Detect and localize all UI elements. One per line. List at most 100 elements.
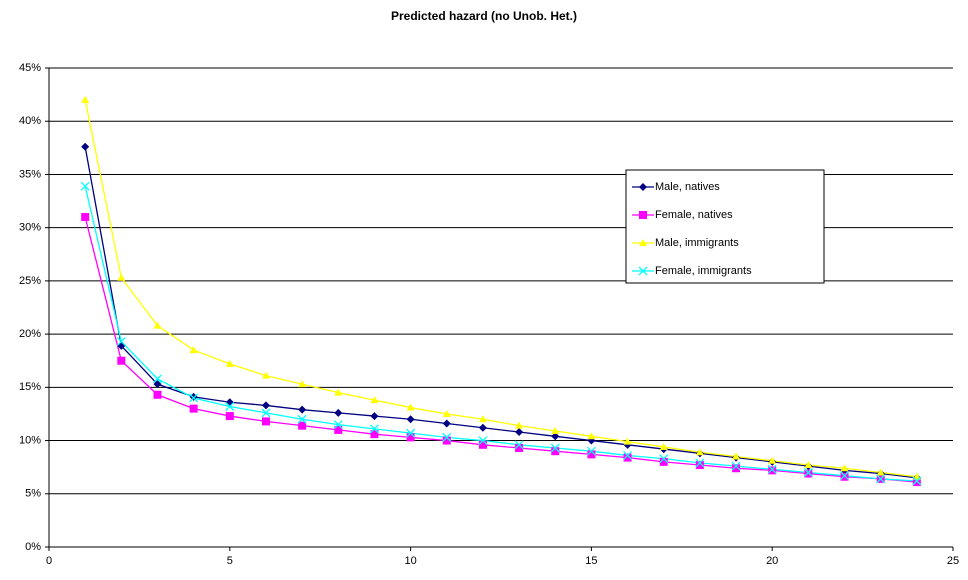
marker	[803, 468, 813, 477]
series-line	[84, 146, 917, 479]
marker	[732, 452, 741, 460]
x-tick-label: 0	[46, 555, 52, 567]
marker	[261, 371, 270, 379]
marker	[81, 213, 90, 222]
marker	[298, 380, 307, 388]
marker	[81, 95, 90, 103]
legend-label: Male, immigrants	[655, 237, 739, 249]
marker	[586, 446, 596, 456]
marker	[695, 461, 704, 470]
marker	[334, 388, 343, 396]
marker	[840, 471, 849, 481]
marker	[370, 396, 379, 404]
marker	[804, 461, 813, 469]
legend-label: Female, immigrants	[655, 265, 752, 277]
legend-marker	[638, 266, 648, 276]
marker	[768, 456, 777, 464]
marker	[261, 408, 271, 418]
series-line	[84, 99, 917, 478]
marker	[551, 432, 560, 441]
y-tick-label: 0%	[25, 541, 41, 553]
marker	[514, 440, 524, 450]
marker	[153, 374, 162, 384]
marker	[370, 430, 379, 439]
x-tick-label: 20	[766, 555, 778, 567]
y-tick-label: 25%	[19, 275, 41, 287]
marker	[442, 432, 452, 442]
marker	[768, 466, 777, 475]
marker	[912, 476, 922, 486]
series-line	[84, 186, 917, 482]
marker	[659, 457, 668, 466]
y-tick-label: 15%	[19, 381, 41, 393]
marker	[406, 403, 415, 411]
marker	[587, 450, 596, 459]
marker	[153, 321, 162, 329]
legend-box	[625, 169, 825, 284]
marker	[333, 420, 343, 430]
marker	[478, 415, 487, 423]
marker	[515, 444, 524, 453]
marker	[478, 436, 488, 446]
marker	[840, 472, 849, 481]
marker	[406, 415, 415, 424]
marker	[189, 346, 198, 354]
marker	[189, 393, 199, 403]
marker	[912, 472, 921, 480]
marker	[623, 437, 632, 445]
marker	[189, 404, 198, 413]
marker	[297, 414, 307, 424]
chart-title: Predicted hazard (no Unob. Het.)	[391, 9, 577, 23]
y-tick-label: 5%	[25, 488, 41, 500]
marker	[298, 421, 307, 430]
marker	[406, 433, 415, 442]
marker	[153, 380, 162, 389]
y-tick-label: 35%	[19, 168, 41, 180]
marker	[623, 450, 633, 460]
x-tick-label: 5	[227, 555, 233, 567]
legend-marker	[639, 211, 647, 219]
marker	[551, 426, 560, 434]
legend-marker	[639, 239, 647, 246]
marker	[334, 408, 343, 417]
marker	[225, 398, 234, 407]
marker	[876, 474, 886, 484]
marker	[225, 359, 234, 367]
marker	[515, 421, 524, 429]
y-tick-label: 40%	[19, 115, 41, 127]
marker	[515, 428, 524, 437]
marker	[478, 440, 487, 449]
series-line	[84, 216, 917, 483]
marker	[550, 443, 560, 453]
marker	[731, 461, 741, 471]
marker	[298, 405, 307, 414]
marker	[840, 464, 849, 472]
legend: Male, natives Female, natives Male, immigr…	[625, 169, 825, 284]
x-tick-label: 25	[947, 555, 959, 567]
marker	[732, 464, 741, 473]
marker	[695, 448, 704, 456]
marker	[767, 464, 777, 474]
marker	[442, 436, 451, 445]
marker	[804, 469, 813, 478]
marker	[261, 417, 270, 426]
marker	[261, 401, 270, 410]
marker	[406, 428, 416, 438]
marker	[442, 409, 451, 417]
marker	[80, 181, 90, 191]
marker	[659, 442, 668, 450]
y-tick-label: 10%	[19, 434, 41, 446]
marker	[225, 402, 235, 411]
marker	[912, 478, 921, 487]
y-tick-label: 30%	[19, 222, 41, 234]
marker	[370, 412, 379, 421]
marker	[153, 390, 162, 399]
marker	[225, 412, 234, 421]
marker	[551, 447, 560, 456]
marker	[442, 419, 451, 428]
marker	[81, 142, 90, 151]
legend-label: Male, natives	[655, 181, 720, 193]
marker	[334, 425, 343, 434]
legend-label: Female, natives	[655, 209, 733, 221]
